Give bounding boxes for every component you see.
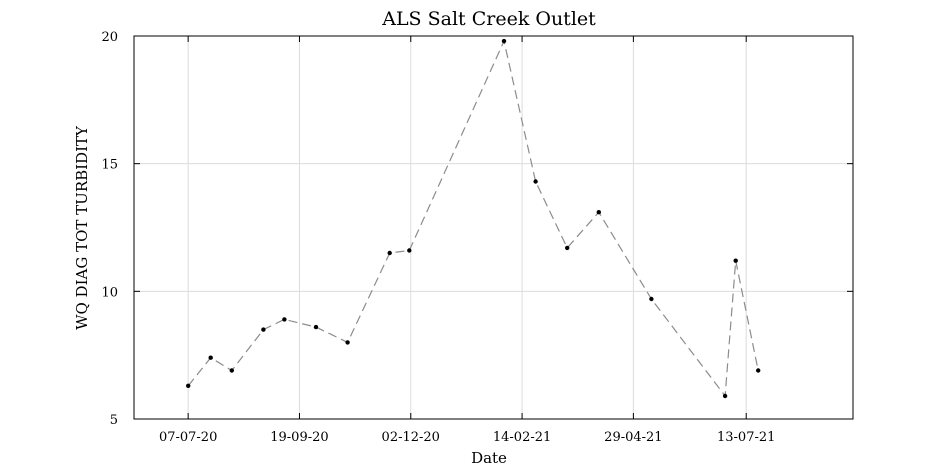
data-point — [282, 317, 287, 322]
y-tick-label: 10 — [101, 285, 118, 300]
data-point — [565, 245, 570, 251]
data-point — [345, 340, 350, 345]
x-tick-label: 07-07-20 — [159, 430, 217, 445]
data-point — [722, 393, 728, 399]
data-point — [733, 258, 738, 263]
x-tick-label: 29-04-21 — [604, 430, 662, 445]
x-tick-label: 14-02-21 — [493, 430, 551, 445]
data-points — [186, 38, 761, 399]
x-tick-label: 19-09-20 — [270, 430, 328, 445]
data-point — [186, 383, 191, 388]
y-tick-label: 15 — [101, 158, 118, 173]
data-point — [261, 327, 266, 332]
data-point — [407, 248, 412, 253]
x-tick-labels: 07-07-20 19-09-20 02-12-20 14-02-21 29-04-21… — [159, 430, 775, 445]
data-point — [229, 368, 234, 373]
x-axis-label: Date — [471, 449, 507, 467]
data-point — [649, 296, 654, 302]
y-tick-labels: 5 10 15 20 — [101, 30, 118, 428]
data-point — [596, 210, 601, 215]
y-tick-label: 5 — [110, 413, 118, 428]
y-tick-label: 20 — [101, 30, 118, 45]
y-axis-label: WQ DIAG TOT TURBIDITY — [73, 125, 91, 330]
x-tick-label: 02-12-20 — [382, 430, 440, 445]
axis-ticks — [134, 35, 853, 420]
data-point — [756, 368, 761, 373]
series-line — [187, 39, 759, 398]
data-point — [387, 250, 392, 256]
grid — [134, 36, 853, 419]
data-point — [501, 38, 507, 44]
data-point — [313, 324, 319, 330]
x-tick-label: 13-07-21 — [717, 430, 775, 445]
data-point — [533, 179, 538, 184]
plot-frame — [133, 35, 854, 420]
data-point — [208, 355, 213, 360]
chart-title: ALS Salt Creek Outlet — [381, 8, 596, 30]
